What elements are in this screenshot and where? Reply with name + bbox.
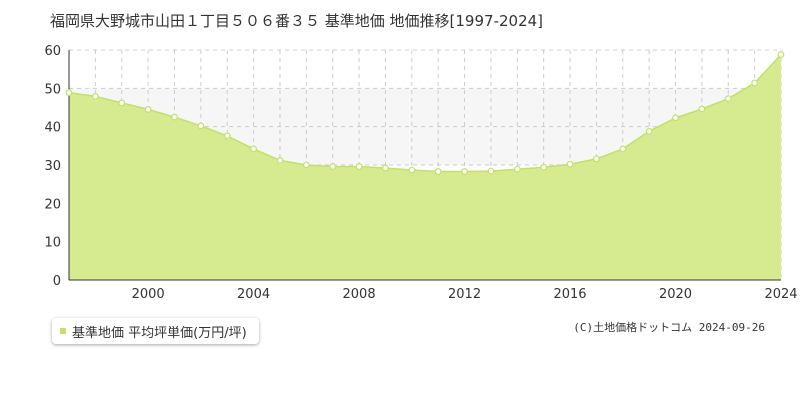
series-area: [69, 54, 781, 280]
series-line: [68, 54, 782, 173]
y-tick-label: 0: [53, 274, 61, 289]
data-point: [302, 161, 310, 169]
data-point: [408, 166, 416, 174]
x-tick-label: 2004: [237, 287, 270, 302]
legend-swatch: [60, 328, 66, 334]
data-point: [672, 114, 679, 122]
y-tick-label: 40: [44, 121, 61, 136]
x-tick-label: 2024: [764, 287, 797, 302]
copyright-text: (C)土地価格ドットコム 2024-09-26: [573, 321, 765, 334]
data-point: [65, 89, 73, 96]
data-point: [487, 167, 495, 175]
legend: 基準地価 平均坪単価(万円/坪): [52, 318, 259, 344]
data-point: [593, 155, 600, 163]
x-tick-label: 2020: [659, 287, 692, 302]
data-point: [619, 145, 627, 153]
data-point: [276, 156, 284, 164]
data-point: [434, 168, 442, 175]
x-tick-label: 2008: [343, 287, 376, 302]
x-tick-label: 2000: [132, 287, 165, 302]
data-point: [355, 163, 363, 170]
data-point: [777, 51, 785, 58]
data-point: [513, 165, 521, 173]
data-point: [144, 106, 152, 113]
y-tick-label: 10: [44, 236, 61, 251]
y-tick-label: 30: [44, 159, 61, 174]
data-point: [250, 145, 257, 153]
legend-label: 基準地価 平均坪単価(万円/坪): [72, 325, 247, 341]
data-point: [118, 99, 126, 107]
data-point: [329, 163, 337, 170]
data-point: [91, 92, 99, 100]
data-point: [698, 105, 706, 113]
data-point: [751, 79, 759, 87]
data-point: [461, 168, 468, 175]
y-tick-label: 50: [44, 82, 61, 97]
y-tick-label: 20: [44, 197, 61, 212]
data-point: [171, 113, 178, 121]
data-point: [645, 127, 653, 135]
data-point: [197, 122, 205, 130]
x-tick-label: 2012: [448, 287, 481, 302]
data-point: [540, 163, 548, 171]
x-tick-label: 2016: [553, 287, 586, 302]
y-tick-label: 60: [44, 44, 61, 59]
data-point: [724, 95, 732, 103]
data-point: [566, 160, 574, 168]
data-point: [382, 164, 389, 172]
chart-title: 福岡県大野城市山田１丁目５０６番３５ 基準地価 地価推移[1997-2024]: [50, 12, 544, 30]
data-point: [223, 132, 231, 140]
